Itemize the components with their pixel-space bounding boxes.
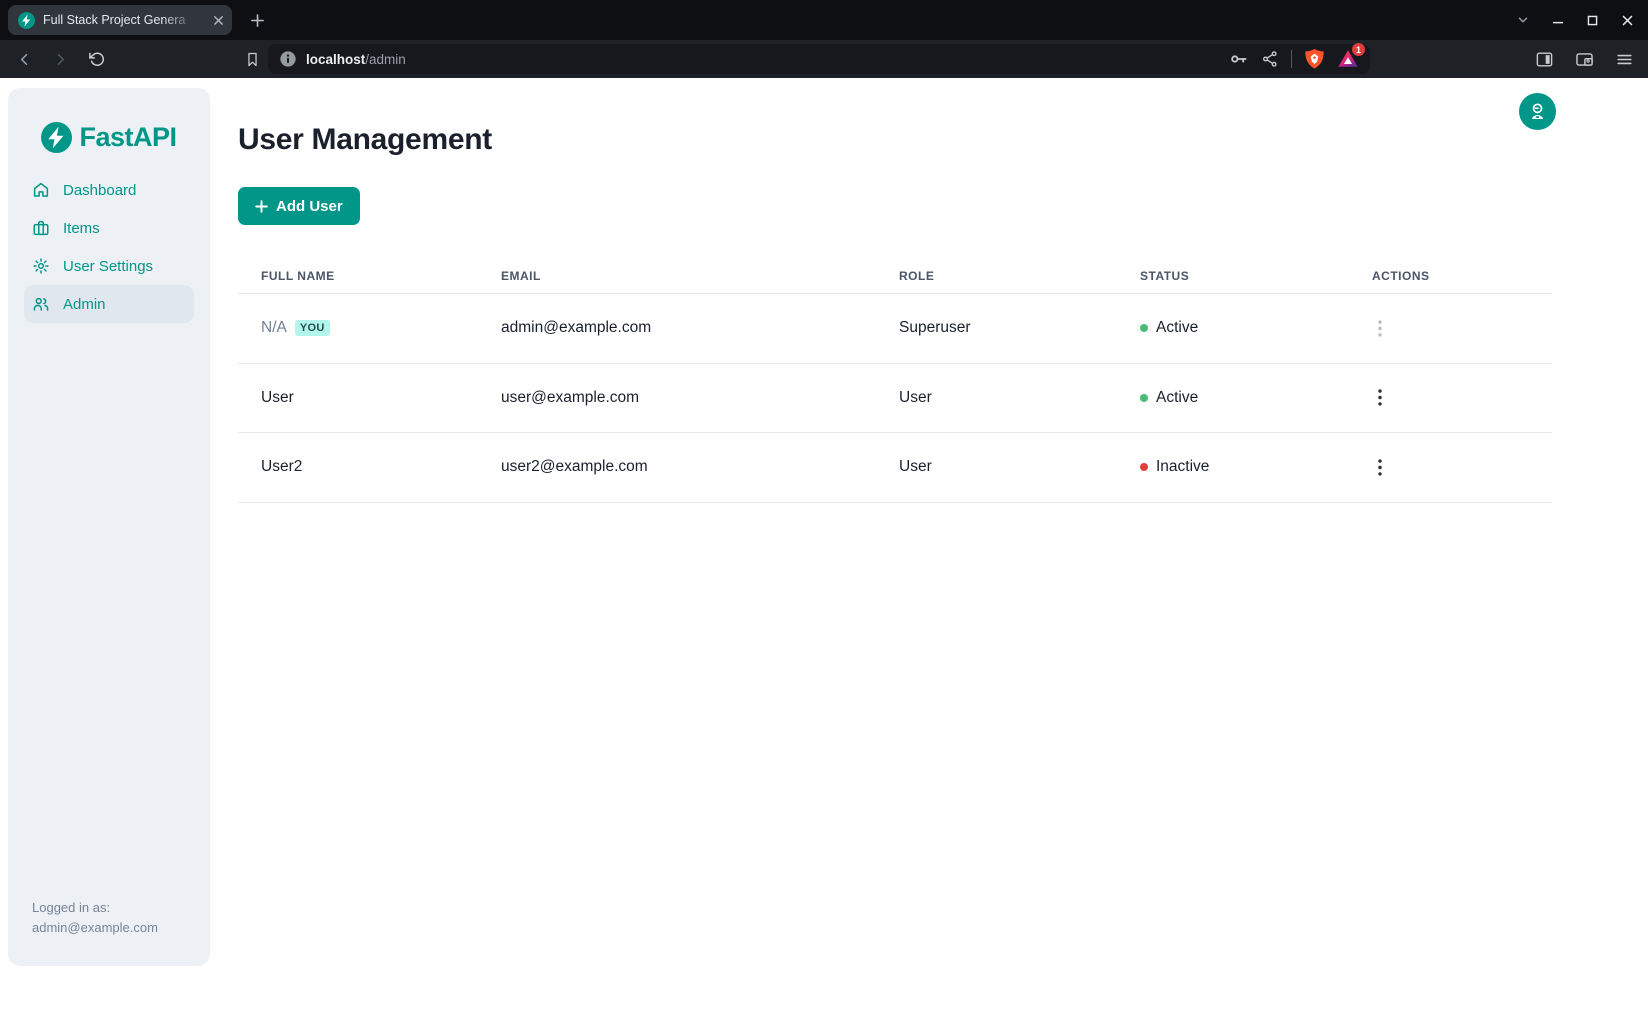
table-header-row: FULL NAME EMAIL ROLE STATUS ACTIONS (238, 258, 1552, 294)
full-name-value: N/A (261, 319, 287, 337)
window-controls (1510, 8, 1648, 33)
sidebar-item-user-settings[interactable]: User Settings (24, 247, 194, 285)
brave-shield-icon[interactable] (1304, 48, 1325, 70)
row-actions-menu-icon[interactable] (1372, 455, 1388, 480)
browser-tab[interactable]: Full Stack Project Genera (8, 5, 232, 35)
status-dot-active (1140, 324, 1148, 333)
page-title: User Management (238, 123, 492, 156)
status-dot-active (1140, 393, 1148, 402)
password-key-icon[interactable] (1229, 49, 1249, 69)
toolbar-divider (1291, 50, 1292, 68)
maximize-button[interactable] (1580, 8, 1605, 33)
main-content: User Management Add User FULL NAME EMAIL… (238, 78, 1552, 503)
column-header-full-name: FULL NAME (261, 268, 335, 283)
page: FastAPI Dashboard Items User Settings Ad… (0, 78, 1648, 1025)
row-actions-menu-icon[interactable] (1372, 316, 1388, 341)
logged-in-label: Logged in as: (32, 900, 111, 915)
status-dot-inactive (1140, 463, 1148, 472)
table-row: User2 user2@example.com User Inactive (238, 433, 1552, 503)
bookmark-icon[interactable] (238, 43, 267, 75)
rewards-notification-badge: 1 (1352, 43, 1365, 56)
full-name-cell: User (261, 388, 294, 406)
minimize-button[interactable] (1545, 8, 1570, 33)
sidebar-item-admin[interactable]: Admin (24, 285, 194, 323)
new-tab-button[interactable] (244, 7, 270, 33)
email-cell: user@example.com (501, 388, 640, 406)
browser-toolbar: localhost/admin 1 (0, 40, 1648, 78)
you-badge: YOU (294, 320, 330, 337)
actions-cell (1349, 385, 1552, 410)
sidebar-nav: Dashboard Items User Settings Admin (8, 171, 210, 323)
column-header-email: EMAIL (501, 268, 541, 283)
logged-in-email: admin@example.com (32, 920, 158, 935)
site-info-icon[interactable] (279, 50, 297, 68)
briefcase-icon (33, 220, 49, 236)
role-cell: User (899, 458, 932, 476)
email-cell: user2@example.com (501, 458, 648, 476)
tab-search-chevron-icon[interactable] (1510, 8, 1535, 33)
add-user-label: Add User (276, 197, 343, 215)
status-cell: Inactive (1117, 458, 1349, 476)
plus-icon (255, 199, 268, 213)
tab-close-icon[interactable] (209, 11, 227, 29)
close-window-button[interactable] (1615, 8, 1640, 33)
user-astronaut-icon (1531, 103, 1544, 119)
table-row: User user@example.com User Active (238, 364, 1552, 433)
url-host: localhost (306, 51, 366, 67)
user-menu-avatar[interactable] (1519, 93, 1556, 130)
sidebar: FastAPI Dashboard Items User Settings Ad… (8, 88, 210, 966)
menu-hamburger-icon[interactable] (1610, 43, 1639, 75)
role-cell: User (899, 388, 932, 406)
sidebar-item-label: Dashboard (63, 181, 137, 199)
sidebar-item-label: User Settings (63, 257, 154, 275)
wallet-icon[interactable] (1570, 43, 1599, 75)
add-user-button[interactable]: Add User (238, 187, 360, 225)
role-cell: Superuser (899, 319, 971, 337)
fastapi-bolt-icon (41, 122, 73, 153)
brave-rewards-icon[interactable]: 1 (1337, 43, 1365, 70)
actions-cell (1349, 316, 1552, 341)
home-icon (33, 182, 49, 197)
tab-title: Full Stack Project Genera (43, 13, 186, 27)
fastapi-favicon-icon (18, 11, 35, 29)
column-header-status: STATUS (1140, 268, 1190, 283)
users-table: FULL NAME EMAIL ROLE STATUS ACTIONS N/A … (238, 258, 1552, 503)
fastapi-logo[interactable]: FastAPI (8, 122, 210, 153)
actions-cell (1349, 455, 1552, 480)
status-label: Active (1156, 388, 1199, 406)
back-icon[interactable] (10, 43, 39, 75)
gear-icon (33, 258, 49, 274)
full-name-cell: N/A YOU (238, 319, 478, 337)
status-cell: Active (1117, 389, 1349, 407)
users-icon (33, 297, 49, 311)
sidebar-item-label: Admin (63, 295, 106, 313)
address-bar[interactable]: localhost/admin 1 (268, 43, 1370, 74)
column-header-role: ROLE (899, 268, 935, 283)
full-name-cell: User2 (261, 458, 303, 476)
sidebar-toggle-icon[interactable] (1530, 43, 1559, 75)
url-path: /admin (365, 51, 406, 67)
sidebar-item-dashboard[interactable]: Dashboard (24, 171, 194, 209)
email-cell: admin@example.com (501, 319, 652, 337)
logo-text: FastAPI (79, 122, 177, 152)
table-row: N/A YOU admin@example.com Superuser Acti… (238, 294, 1552, 364)
logged-in-as: Logged in as: admin@example.com (32, 898, 158, 938)
forward-icon[interactable] (46, 43, 75, 75)
status-label: Active (1156, 319, 1199, 337)
status-cell: Active (1117, 319, 1349, 337)
column-header-actions: ACTIONS (1372, 268, 1430, 283)
status-label: Inactive (1156, 458, 1210, 476)
url-text: localhost/admin (306, 52, 406, 67)
row-actions-menu-icon[interactable] (1372, 385, 1388, 410)
sidebar-item-label: Items (63, 219, 100, 237)
reload-icon[interactable] (82, 43, 111, 75)
share-icon[interactable] (1261, 50, 1279, 68)
sidebar-item-items[interactable]: Items (24, 209, 194, 247)
tab-strip: Full Stack Project Genera (0, 0, 1648, 40)
